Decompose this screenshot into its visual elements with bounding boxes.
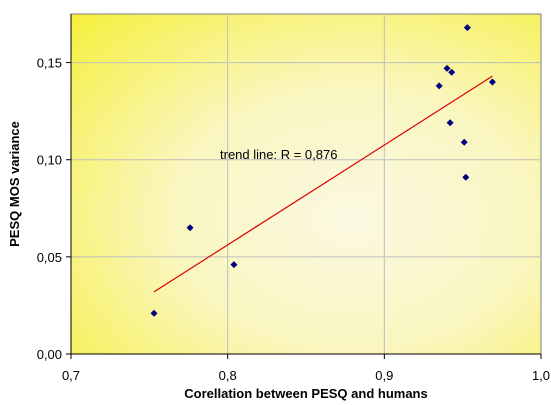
- plot-area: [70, 13, 542, 355]
- x-axis-title: Corellation between PESQ and humans: [184, 386, 427, 401]
- axes: 0,7 0,8 0,9 1,0 0,00 0,05 0,10 0,15: [37, 14, 550, 383]
- data-point: [443, 64, 451, 72]
- x-tick-label: 0,9: [375, 368, 393, 383]
- y-tick-label: 0,10: [37, 153, 62, 168]
- data-point: [448, 68, 456, 76]
- x-tick-label: 0,7: [62, 368, 80, 383]
- y-tick-label: 0,00: [37, 347, 62, 362]
- y-tick-label: 0,15: [37, 56, 62, 71]
- y-axis-title: PESQ MOS variance: [7, 121, 22, 247]
- x-tick-label: 1,0: [532, 368, 550, 383]
- x-tick-label: 0,8: [219, 368, 237, 383]
- data-point: [150, 309, 158, 317]
- data-point: [462, 173, 470, 181]
- trend-annotation: trend line: R = 0,876: [220, 147, 337, 162]
- gridlines: [71, 14, 541, 354]
- y-tick-label: 0,05: [37, 250, 62, 265]
- data-point: [186, 224, 194, 232]
- trend-line-group: [153, 75, 493, 293]
- data-point: [460, 138, 468, 146]
- trend-line: [153, 75, 493, 293]
- data-point: [488, 78, 496, 86]
- data-point: [230, 261, 238, 269]
- data-points: [150, 24, 496, 317]
- data-point: [435, 82, 443, 90]
- data-point: [463, 24, 471, 32]
- data-point: [446, 119, 454, 127]
